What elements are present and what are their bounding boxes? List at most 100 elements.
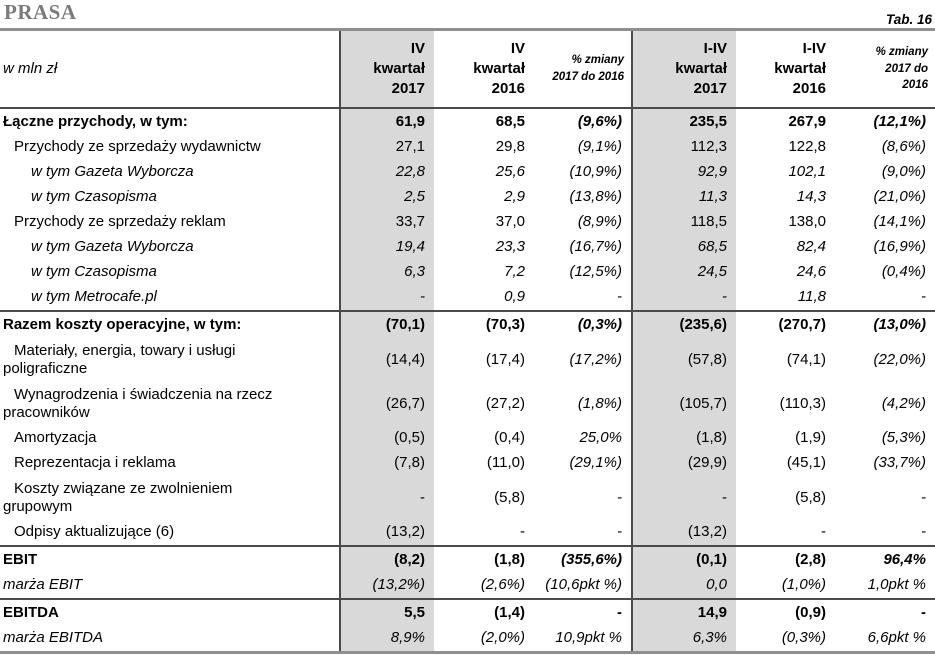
- value-cell-i-iv-2017: 235,5: [631, 108, 736, 135]
- row-label: w tym Czasopisma: [31, 263, 157, 281]
- value-cell-i-iv-2017: 14,9: [631, 598, 736, 626]
- unit-label: w mln zł: [0, 29, 340, 109]
- value-cell-q4-2016: 7,2: [504, 263, 525, 281]
- value-cell-q4-2017: 6,3: [339, 260, 434, 285]
- value-cell-i-iv-2017: 6,3%: [631, 626, 736, 653]
- table-row: Wynagrodzenia i świadczenia na rzecz pra…: [0, 382, 935, 426]
- column-header-chg-i-iv: % zmiany 2017 do 2016: [835, 29, 935, 109]
- value-cell-chg-q4: 10,9pkt %: [555, 629, 622, 647]
- value-cell-q4-2017: (13,2): [339, 520, 434, 546]
- value-cell-q4-2017: (26,7): [339, 382, 434, 426]
- table-row: w tym Czasopisma 2,5 2,9 (13,8%) 11,3 14,3 (21…: [0, 185, 935, 210]
- table-row: Reprezentacja i reklama (7,8) (11,0) (29,1%…: [0, 451, 935, 476]
- value-cell-chg-i-iv: (14,1%): [873, 213, 926, 231]
- value-cell-i-iv-2016: 267,9: [788, 112, 826, 130]
- value-cell-q4-2016: (0,4): [494, 429, 525, 447]
- value-cell-q4-2017: 19,4: [339, 235, 434, 260]
- column-header-i-iv-2017: I-IV kwartał 2017: [631, 29, 736, 109]
- value-cell-i-iv-2016: (2,8): [736, 545, 835, 573]
- table-number-label: Tab. 16: [885, 12, 932, 27]
- value-cell-i-iv-2016: 14,3: [796, 188, 826, 206]
- value-cell-chg-i-iv: -: [921, 288, 926, 306]
- value-cell-q4-2016: (2,6%): [480, 576, 525, 594]
- value-cell-chg-i-iv: (16,9%): [873, 238, 926, 256]
- value-cell-q4-2017: (13,2%): [339, 573, 434, 599]
- table-body: Łączne przychody, w tym: 61,9 68,5 (9,6%) 23…: [0, 108, 935, 653]
- value-cell-i-iv-2016: 102,1: [788, 163, 826, 181]
- table-row: marża EBITDA 8,9% (2,0%) 10,9pkt % 6,3% (0,3%…: [0, 626, 935, 653]
- value-cell-i-iv-2017: (0,1): [631, 545, 736, 573]
- value-cell-q4-2016: 23,3: [495, 238, 525, 256]
- table-row: EBIT (8,2) (1,8) (355,6%) (0,1) (2,8) 96,4%: [0, 545, 935, 573]
- value-cell-i-iv-2016: 122,8: [788, 138, 826, 156]
- value-cell-i-iv-2017: 112,3: [631, 135, 736, 160]
- value-cell-i-iv-2016: (45,1): [786, 454, 826, 472]
- value-cell-chg-q4: (16,7%): [569, 238, 622, 256]
- row-label: EBITDA: [0, 598, 340, 626]
- table-row: Łączne przychody, w tym: 61,9 68,5 (9,6%) 23…: [0, 108, 935, 135]
- title-bar: PRASA Tab. 16: [0, 0, 935, 27]
- value-cell-i-iv-2016: (1,0%): [781, 576, 826, 594]
- value-cell-chg-q4: (9,1%): [577, 138, 622, 156]
- value-cell-q4-2016: (1,4): [434, 598, 534, 626]
- table-row: w tym Metrocafe.pl -0,9- -11,8-: [0, 285, 935, 311]
- value-cell-chg-i-iv: 1,0pkt %: [867, 576, 926, 594]
- value-cell-i-iv-2017: 92,9: [631, 160, 736, 185]
- row-label: Przychody ze sprzedaży wydawnictw: [14, 138, 261, 156]
- row-label: Amortyzacja: [14, 429, 97, 447]
- value-cell-i-iv-2016: (5,8): [795, 488, 826, 506]
- table-row: EBITDA 5,5 (1,4) -14,9 (0,9) -: [0, 598, 935, 626]
- row-label: Razem koszty operacyjne, w tym:: [0, 310, 340, 338]
- page-title: PRASA: [4, 0, 77, 24]
- value-cell-chg-q4: -: [617, 523, 622, 541]
- value-cell-q4-2017: 2,5: [339, 185, 434, 210]
- value-cell-q4-2016: (5,8): [494, 488, 525, 506]
- value-cell-chg-q4: -: [617, 288, 622, 306]
- table-row: Koszty związane ze zwolnieniem grupowym -…: [0, 476, 935, 520]
- value-cell-chg-i-iv: (9,0%): [881, 163, 926, 181]
- row-label: marża EBIT: [3, 576, 83, 594]
- value-cell-q4-2017: -: [339, 285, 434, 311]
- value-cell-q4-2017: 33,7: [339, 210, 434, 235]
- value-cell-i-iv-2017: 118,5: [631, 210, 736, 235]
- value-cell-i-iv-2016: -: [821, 523, 826, 541]
- value-cell-chg-q4: (355,6%): [534, 545, 632, 573]
- row-label: Koszty związane ze zwolnieniem grupowym: [3, 479, 233, 515]
- value-cell-q4-2017: 27,1: [339, 135, 434, 160]
- table-row: w tym Czasopisma 6,3 7,2 (12,5%) 24,5 24,6 (0,…: [0, 260, 935, 285]
- row-label: w tym Gazeta Wyborcza: [31, 163, 194, 181]
- value-cell-i-iv-2016: (270,7): [736, 310, 835, 338]
- value-cell-i-iv-2017: 0,0: [631, 573, 736, 599]
- value-cell-q4-2017: (14,4): [339, 338, 434, 382]
- value-cell-chg-i-iv: (22,0%): [873, 350, 926, 368]
- value-cell-q4-2016: 37,0: [495, 213, 525, 231]
- value-cell-i-iv-2017: 11,3: [631, 185, 736, 210]
- row-label: Przychody ze sprzedaży reklam: [14, 213, 226, 231]
- value-cell-chg-q4: (1,8%): [577, 394, 622, 412]
- value-cell-i-iv-2016: 138,0: [788, 213, 826, 231]
- value-cell-q4-2017: 22,8: [339, 160, 434, 185]
- value-cell-q4-2017: 8,9%: [339, 626, 434, 653]
- value-cell-i-iv-2017: -: [631, 285, 736, 311]
- value-cell-chg-i-iv: -: [921, 488, 926, 506]
- value-cell-chg-i-iv: -: [921, 523, 926, 541]
- value-cell-chg-q4: -: [534, 598, 632, 626]
- value-cell-chg-q4: (0,3%): [534, 310, 632, 338]
- column-header-q4-2016: IV kwartał 2016: [434, 29, 534, 109]
- value-cell-i-iv-2016: (0,3%): [781, 629, 826, 647]
- row-label: Odpisy aktualizujące (6): [14, 523, 175, 541]
- value-cell-chg-i-iv: (8,6%): [881, 138, 926, 156]
- value-cell-chg-q4: (10,9%): [569, 163, 622, 181]
- table-row: w tym Gazeta Wyborcza 22,8 25,6 (10,9%) 92,9…: [0, 160, 935, 185]
- value-cell-chg-i-iv: -: [835, 598, 935, 626]
- table-row: Przychody ze sprzedaży wydawnictw 27,1 29,…: [0, 135, 935, 160]
- value-cell-i-iv-2017: -: [631, 476, 736, 520]
- value-cell-q4-2017: -: [339, 476, 434, 520]
- table-row: Odpisy aktualizujące (6) (13,2) - - (13,2) - -: [0, 520, 935, 546]
- row-label: w tym Czasopisma: [31, 188, 157, 206]
- value-cell-i-iv-2017: 68,5: [631, 235, 736, 260]
- value-cell-q4-2016: 2,9: [504, 188, 525, 206]
- value-cell-q4-2017: 5,5: [339, 598, 434, 626]
- value-cell-i-iv-2016: 11,8: [797, 288, 826, 306]
- value-cell-chg-q4: 25,0%: [579, 429, 622, 447]
